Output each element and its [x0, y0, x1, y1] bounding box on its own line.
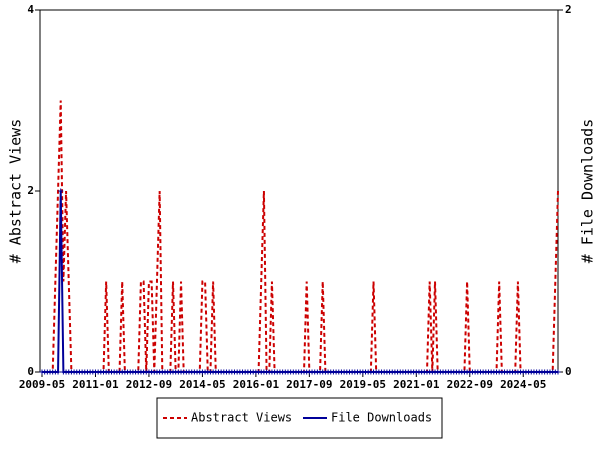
series-line: [42, 100, 559, 373]
point-marker: [555, 369, 561, 375]
x-tick-label: 2021-01: [393, 378, 440, 391]
legend-label: Abstract Views: [191, 411, 292, 425]
x-tick-label: 2022-09: [447, 378, 493, 391]
y2-tick-label: 0: [565, 365, 572, 378]
y-tick-label: 4: [27, 3, 34, 16]
y2-tick-label: 2: [565, 3, 572, 16]
y2-axis-label: # File Downloads: [579, 119, 597, 264]
legend-box: [156, 397, 443, 439]
y-tick-label: 2: [27, 184, 34, 197]
x-tick-label: 2014-05: [179, 378, 225, 391]
y-tick-label: 0: [27, 365, 34, 378]
point-marker: [58, 188, 64, 194]
legend-label: File Downloads: [331, 411, 432, 425]
series-line: [42, 190, 558, 373]
x-tick-label: 2012-09: [126, 378, 172, 391]
x-tick-label: 2024-05: [500, 378, 546, 391]
y-axis-label: # Abstract Views: [7, 119, 25, 264]
plot-frame: [39, 9, 559, 373]
x-tick-label: 2017-09: [286, 378, 332, 391]
x-tick-label: 2016-01: [233, 378, 280, 391]
point-marker: [55, 369, 61, 375]
x-tick-label: 2011-01: [72, 378, 119, 391]
x-tick-label: 2019-05: [340, 378, 386, 391]
x-tick-label: 2009-05: [19, 378, 65, 391]
